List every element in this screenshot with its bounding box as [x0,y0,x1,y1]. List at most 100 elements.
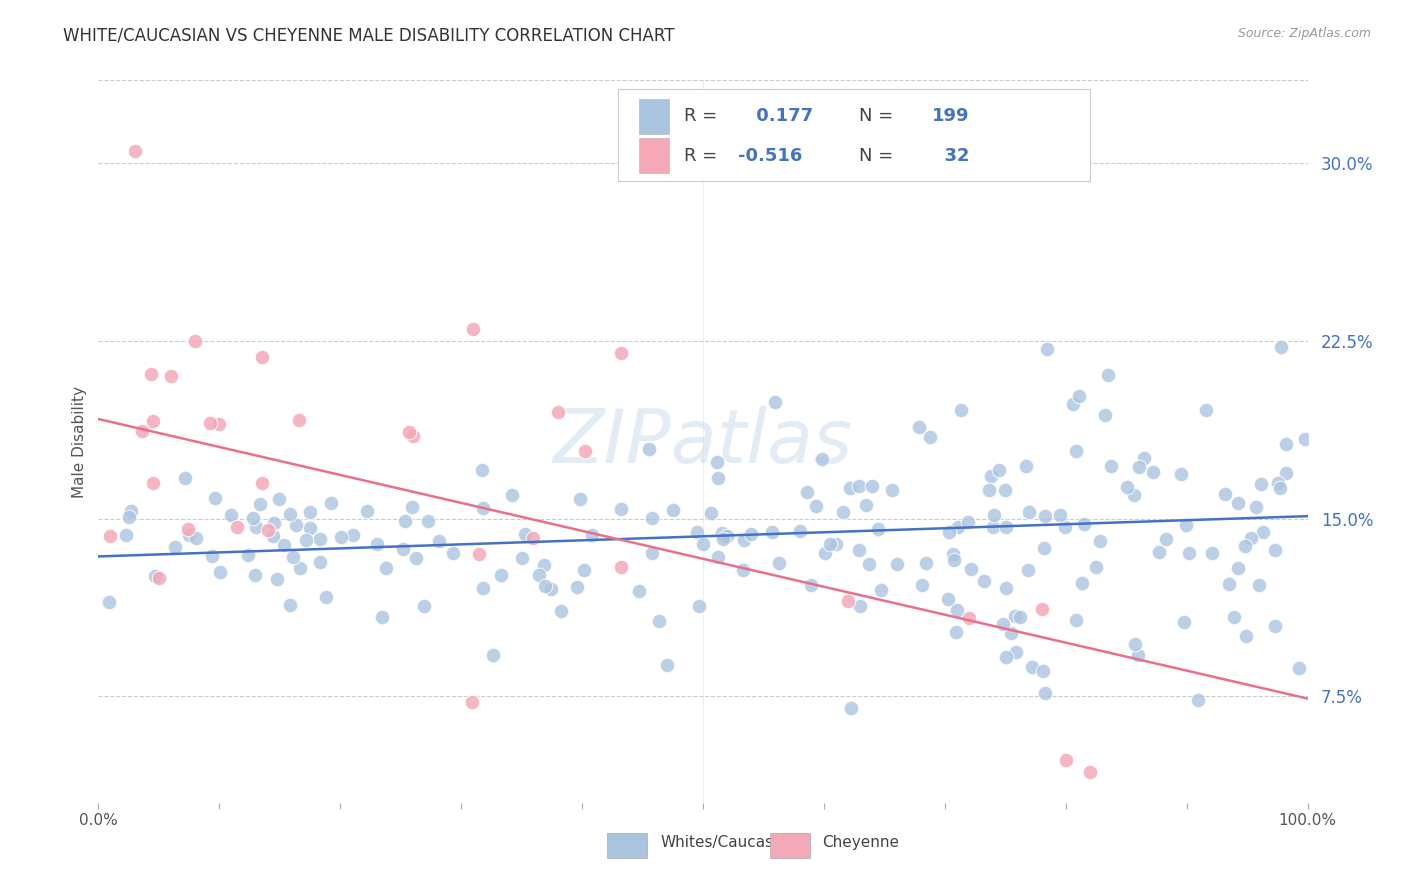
Point [641,546,664,560]
Point [832,504,855,518]
Point [481,648,503,662]
Point [1064,613,1087,627]
Point [1187,693,1209,707]
Point [910,578,932,592]
Point [184,531,207,545]
Text: R =: R = [683,146,717,165]
Point [574,444,596,458]
Point [1018,505,1040,519]
Point [838,481,860,495]
Point [1247,578,1270,592]
Point [1032,664,1054,678]
Point [858,557,880,571]
Point [942,547,965,561]
Point [995,581,1018,595]
Point [295,533,318,548]
Point [1294,432,1316,446]
Point [991,617,1014,632]
Point [716,529,738,543]
Point [245,520,267,534]
Point [285,518,308,533]
Point [1226,496,1249,510]
Text: -0.516: -0.516 [738,146,803,165]
Point [1223,610,1246,624]
Point [467,547,489,561]
Point [329,531,352,545]
Point [848,479,870,493]
Point [527,567,550,582]
Point [641,511,664,525]
Point [686,524,709,539]
Point [959,562,981,576]
Point [263,516,285,531]
Point [115,528,138,542]
Point [761,524,783,539]
Point [1064,444,1087,458]
Point [262,529,284,543]
Point [441,546,464,560]
Point [394,514,416,528]
Text: 0.177: 0.177 [751,107,813,126]
Point [1085,560,1108,574]
Point [938,524,960,539]
Point [866,522,889,536]
Point [160,369,183,384]
Point [661,502,683,516]
Point [131,425,153,439]
Point [501,488,523,502]
Point [811,451,834,466]
Point [994,649,1017,664]
Text: Source: ZipAtlas.com: Source: ZipAtlas.com [1237,27,1371,40]
Point [1008,610,1031,624]
Point [221,508,243,523]
Text: WHITE/CAUCASIAN VS CHEYENNE MALE DISABILITY CORRELATION CHART: WHITE/CAUCASIAN VS CHEYENNE MALE DISABIL… [63,27,675,45]
Point [1178,546,1201,560]
Point [256,524,278,538]
Point [581,528,603,542]
Point [824,537,846,551]
Point [1175,518,1198,533]
Point [204,491,226,505]
Point [1115,480,1137,494]
Point [281,549,304,564]
Point [1122,488,1144,502]
Point [163,540,186,554]
Point [648,615,671,629]
Text: 199: 199 [932,107,969,126]
Point [540,582,562,596]
Point [977,483,1000,498]
Point [1031,601,1053,615]
Point [806,499,828,513]
Point [692,537,714,551]
Point [710,525,733,540]
Point [1088,533,1111,548]
Point [1035,509,1057,524]
Point [980,469,1002,483]
Point [471,463,494,477]
Point [243,568,266,582]
Point [472,582,495,596]
Point [1005,645,1028,659]
Point [401,500,423,515]
Point [568,491,591,506]
Point [1067,389,1090,403]
Point [1264,619,1286,633]
Point [374,560,396,574]
Point [177,528,200,542]
Point [463,322,485,336]
Point [637,442,659,456]
Point [1053,520,1076,534]
Point [402,428,425,442]
Point [118,509,141,524]
Point [366,536,388,550]
Point [308,555,330,569]
Point [278,599,301,613]
Point [1264,543,1286,558]
Point [299,506,322,520]
Point [356,504,378,518]
Point [98,529,121,543]
Point [1288,661,1310,675]
Point [860,479,883,493]
Point [278,507,301,521]
Point [981,520,1004,534]
